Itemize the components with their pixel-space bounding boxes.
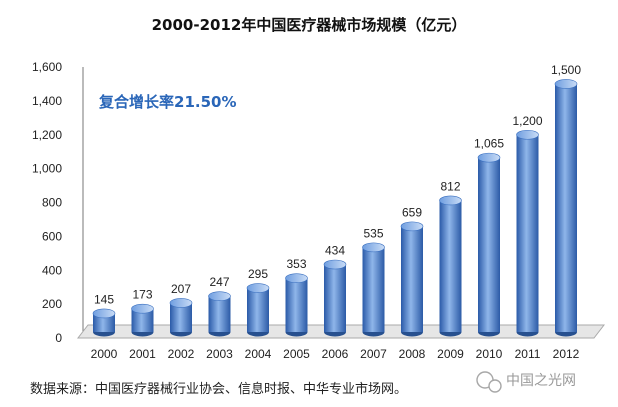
data-label: 1,200 — [512, 114, 542, 128]
x-tick-label: 2005 — [283, 347, 310, 361]
bar — [516, 129, 539, 337]
y-tick-label: 800 — [42, 196, 62, 210]
data-label: 1,500 — [551, 63, 581, 77]
data-label: 812 — [440, 180, 460, 194]
data-label: 1,065 — [474, 137, 504, 151]
y-tick-label: 600 — [42, 229, 62, 243]
x-tick-label: 2006 — [322, 347, 349, 361]
x-tick-label: 2004 — [245, 347, 272, 361]
data-label: 295 — [248, 267, 268, 281]
watermark-text: 中国之光网 — [506, 373, 576, 389]
x-tick-label: 2007 — [360, 347, 387, 361]
data-labels: 145 173 207 247 295 353 434 535 659 812 1,065 1,200… — [94, 63, 581, 306]
x-tick-label: 2011 — [515, 347, 541, 361]
x-tick-label: 2002 — [168, 347, 195, 361]
data-label: 659 — [402, 205, 422, 219]
bar — [131, 303, 154, 337]
y-tick-label: 1,600 — [32, 60, 62, 74]
data-label: 353 — [286, 257, 306, 271]
bar — [323, 259, 347, 337]
bar — [92, 308, 116, 337]
y-tick-label: 1,200 — [32, 128, 62, 142]
cagr-annotation: 复合增长率21.50% — [98, 93, 236, 111]
bar — [554, 79, 578, 337]
bar — [362, 242, 385, 337]
y-tick-label: 0 — [55, 331, 62, 345]
y-tick-label: 1,000 — [32, 162, 62, 176]
data-label: 173 — [132, 288, 152, 302]
x-tick-label: 2008 — [399, 347, 426, 361]
bar — [439, 195, 462, 337]
x-tick-label: 2000 — [91, 347, 118, 361]
bar-series — [92, 79, 578, 337]
bar — [400, 221, 424, 337]
x-tick-label: 2009 — [437, 347, 464, 361]
bar — [477, 152, 501, 337]
x-tick-label: 2012 — [553, 347, 580, 361]
y-tick-label: 1,400 — [32, 94, 62, 108]
bar — [208, 291, 231, 337]
bar — [246, 283, 270, 337]
data-label: 434 — [325, 244, 345, 258]
y-axis-ticks: 0 200 400 600 800 1,000 1,200 1,400 1,600 — [32, 60, 62, 345]
x-tick-label: 2001 — [129, 347, 156, 361]
source-note: 数据来源：中国医疗器械行业协会、信息时报、中华专业市场网。 — [30, 381, 407, 397]
data-label: 247 — [209, 275, 229, 289]
data-label: 145 — [94, 292, 114, 306]
data-label: 207 — [171, 282, 191, 296]
chart-title: 2000-2012年中国医疗器械市场规模（亿元） — [152, 16, 467, 34]
watermark: 中国之光网 — [476, 371, 576, 393]
bar — [285, 273, 308, 337]
x-tick-label: 2003 — [206, 347, 233, 361]
y-tick-label: 200 — [42, 297, 62, 311]
wechat-icon — [476, 371, 502, 393]
x-tick-label: 2010 — [476, 347, 503, 361]
bar — [169, 298, 193, 337]
y-tick-label: 400 — [42, 263, 62, 277]
x-axis-labels: 2000 2001 2002 2003 2004 2005 2006 2007 2008 2009… — [91, 347, 580, 361]
data-label: 535 — [363, 226, 383, 240]
